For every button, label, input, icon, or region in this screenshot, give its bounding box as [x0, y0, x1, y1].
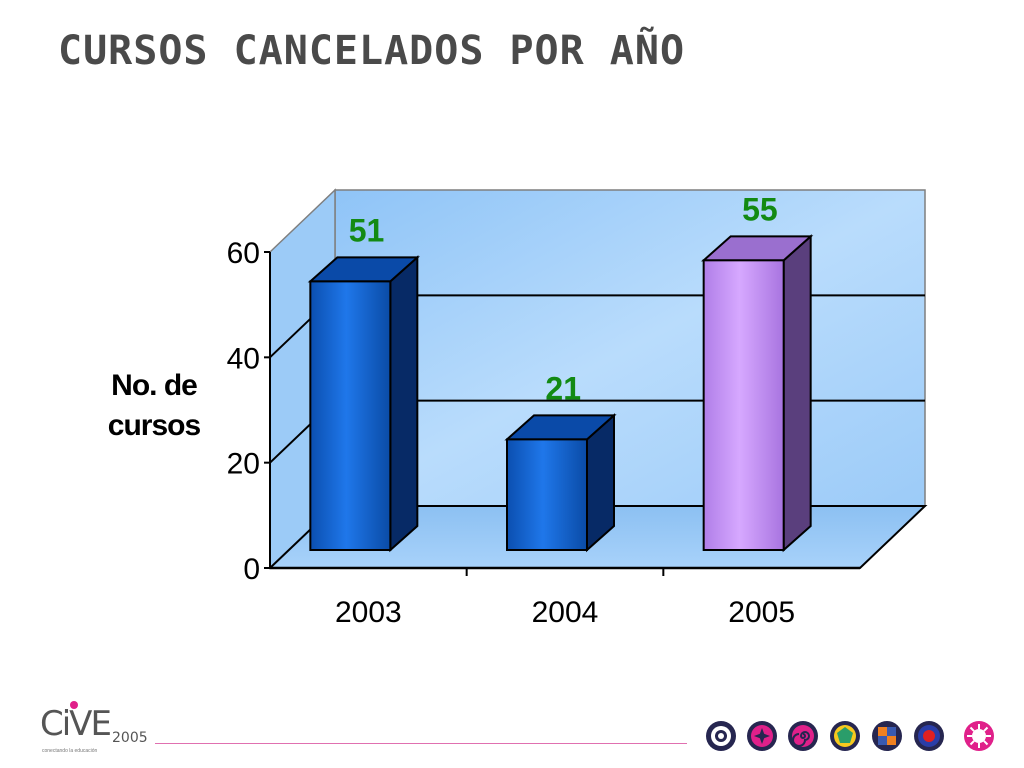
- slide-title: CURSOS CANCELADOS POR AÑO: [58, 28, 686, 74]
- x-tick-label: 2005: [728, 596, 795, 629]
- bar-side-face: [389, 255, 419, 553]
- red-dot-icon: [914, 721, 944, 751]
- checker-icon: [872, 721, 902, 751]
- data-label: 55: [742, 191, 778, 227]
- bar-front-face: [702, 259, 785, 551]
- bar-2004: [504, 413, 617, 553]
- bar-front-face: [506, 438, 588, 551]
- y-tick-label: 20: [227, 448, 260, 481]
- x-tick-label: 2003: [335, 596, 402, 629]
- star-cross-icon: [747, 721, 777, 751]
- y-tick-label: 60: [227, 237, 260, 270]
- target-icon: [706, 721, 736, 751]
- y-axis-label: No. de cursos: [98, 366, 210, 446]
- x-tick-label: 2004: [532, 596, 599, 629]
- bar-2003: [307, 255, 420, 553]
- footer-divider: [155, 743, 687, 744]
- bar-side-face: [782, 234, 812, 553]
- pentagon-icon: [830, 721, 860, 751]
- y-axis-label-line-2: cursos: [107, 409, 201, 442]
- logo-year: 2005: [112, 730, 148, 746]
- logo-dot: [70, 701, 78, 709]
- back-wall: [334, 189, 926, 507]
- data-label: 51: [349, 212, 385, 248]
- y-tick-label: 40: [227, 342, 260, 375]
- logo-text: CiVE: [40, 704, 112, 744]
- spiral-icon: [788, 721, 818, 751]
- chart-axes: 0 20 40 60 2003 2004 2005: [227, 237, 860, 629]
- sunburst-icon: [964, 721, 994, 751]
- chart-labels: 51 21 55: [349, 191, 778, 406]
- bar-2005: [701, 234, 814, 553]
- footer-badges: [705, 720, 1005, 752]
- y-axis-label-line-1: No. de: [111, 369, 198, 402]
- data-label: 21: [545, 370, 581, 406]
- cive-logo: CiVE 2005 conectando la educación: [40, 700, 160, 760]
- bar-front-face: [309, 280, 392, 551]
- chart-bars: [307, 234, 814, 553]
- y-tick-label: 0: [243, 553, 260, 586]
- bar-chart: 0 20 40 60 2003 2004 2005 51 21 55: [227, 188, 928, 629]
- logo-tagline: conectando la educación: [42, 748, 98, 754]
